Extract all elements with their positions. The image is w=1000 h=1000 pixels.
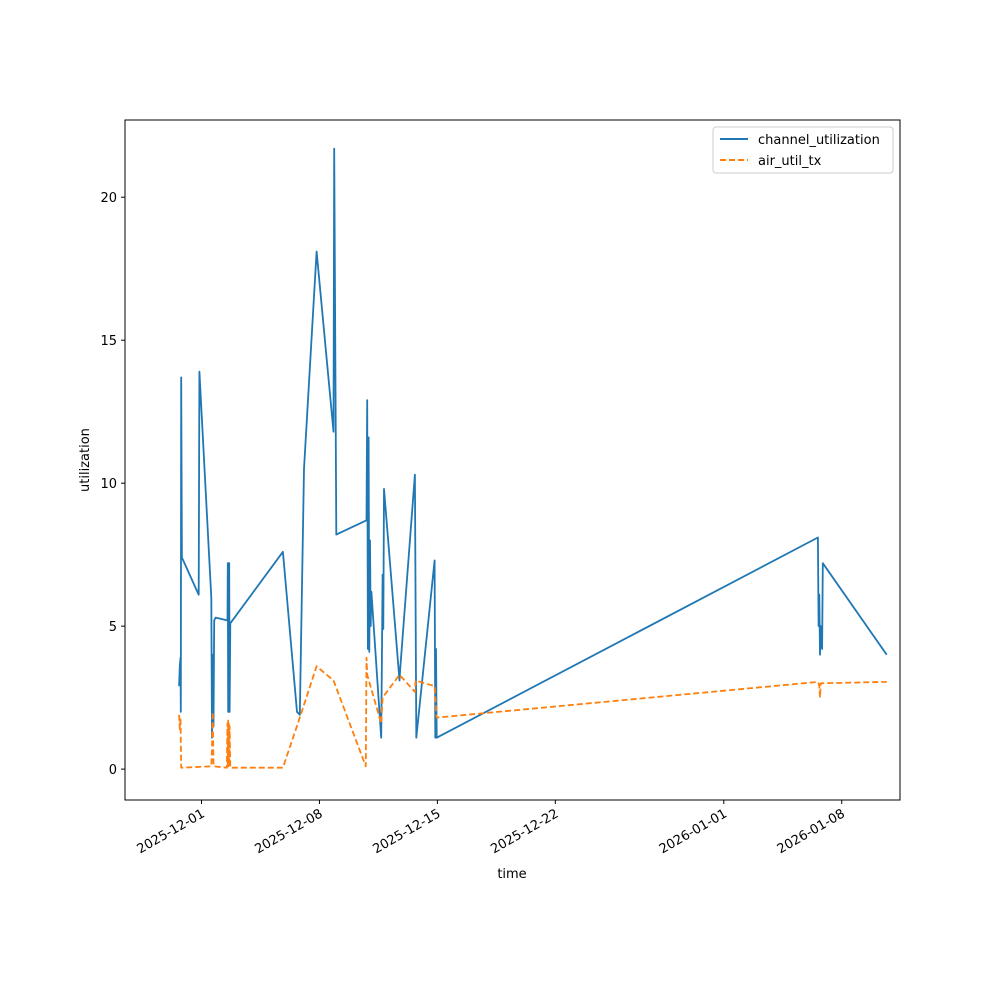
y-tick-label: 5 bbox=[109, 620, 117, 635]
legend-label-air-util-tx: air_util_tx bbox=[758, 154, 822, 169]
y-tick-label: 20 bbox=[100, 191, 117, 206]
x-axis-label: time bbox=[497, 867, 526, 882]
y-tick-label: 10 bbox=[100, 477, 117, 492]
legend: channel_utilization air_util_tx bbox=[712, 126, 894, 174]
plot-frame bbox=[124, 119, 901, 801]
plot-layer bbox=[178, 147, 888, 769]
legend-box bbox=[712, 126, 894, 174]
y-tick-label: 0 bbox=[109, 763, 117, 778]
y-tick-label: 15 bbox=[100, 334, 117, 349]
y-axis-label: utilization bbox=[78, 428, 93, 492]
legend-label-channel-utilization: channel_utilization bbox=[758, 133, 880, 148]
series-line-air-util-tx bbox=[178, 656, 887, 769]
